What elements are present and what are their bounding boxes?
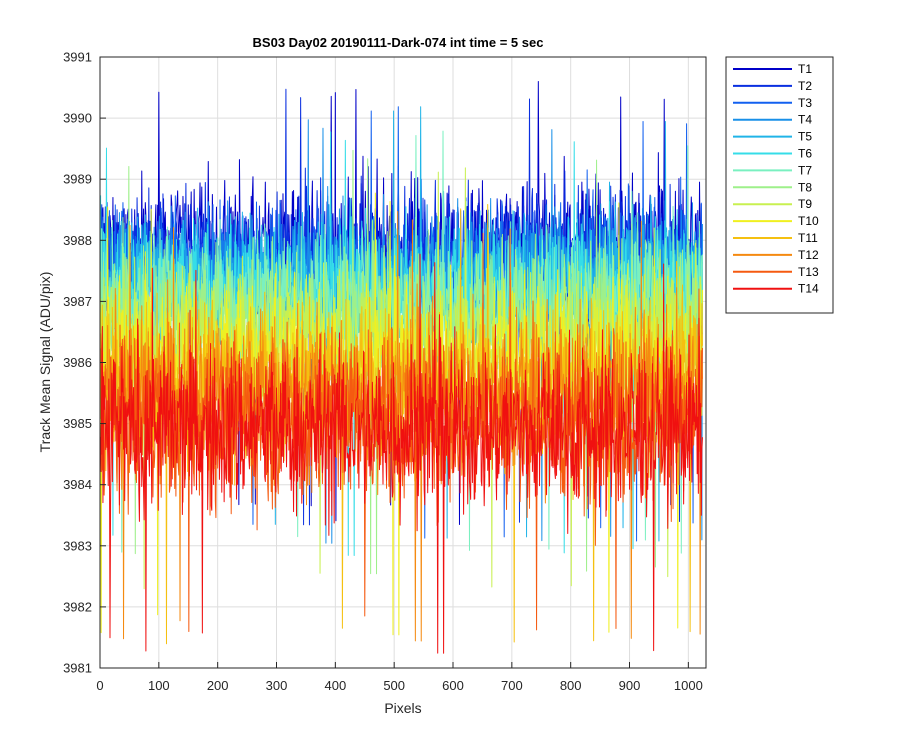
legend-item-t12: T12 [733, 248, 819, 262]
legend-label: T4 [798, 113, 812, 127]
legend-item-t10: T10 [733, 214, 819, 228]
y-tick-label: 3991 [63, 50, 92, 65]
x-tick-label: 100 [148, 678, 170, 693]
legend-label: T12 [798, 248, 819, 262]
legend-item-t6: T6 [733, 147, 812, 161]
x-axis-title: Pixels [384, 700, 421, 716]
x-tick-label: 500 [383, 678, 405, 693]
legend-label: T14 [798, 282, 819, 296]
legend-item-t2: T2 [733, 79, 812, 93]
legend-item-t13: T13 [733, 265, 819, 279]
series-lines [100, 81, 703, 654]
legend-label: T2 [798, 79, 812, 93]
legend-label: T5 [798, 130, 812, 144]
x-tick-label: 400 [324, 678, 346, 693]
legend-item-t14: T14 [733, 282, 819, 296]
x-tick-label: 600 [442, 678, 464, 693]
axis-ticks: 0 100 200 300 400 500 600 700 800 900 1000 3981 3982… [63, 50, 703, 694]
legend-item-t1: T1 [733, 62, 812, 76]
y-tick-label: 3984 [63, 477, 92, 492]
legend-label: T9 [798, 197, 812, 211]
legend-label: T6 [798, 147, 812, 161]
legend-item-t11: T11 [733, 231, 818, 245]
legend-label: T7 [798, 163, 812, 177]
legend-label: T8 [798, 180, 812, 194]
x-tick-label: 900 [619, 678, 641, 693]
legend-item-t9: T9 [733, 197, 812, 211]
y-tick-label: 3990 [63, 111, 92, 126]
x-tick-label: 700 [501, 678, 523, 693]
y-axis-title: Track Mean Signal (ADU/pix) [37, 272, 53, 453]
y-tick-label: 3983 [63, 538, 92, 553]
x-tick-label: 1000 [674, 678, 703, 693]
legend-item-t5: T5 [733, 130, 812, 144]
x-tick-label: 0 [96, 678, 103, 693]
y-tick-label: 3986 [63, 355, 92, 370]
y-tick-label: 3987 [63, 294, 92, 309]
legend-item-t3: T3 [733, 96, 812, 110]
legend-box [725, 56, 834, 314]
chart-title: BS03 Day02 20190111-Dark-074 int time = … [253, 35, 544, 50]
y-tick-label: 3989 [63, 172, 92, 187]
legend-label: T13 [798, 265, 819, 279]
legend-label: T11 [798, 231, 818, 245]
y-tick-label: 3981 [63, 661, 92, 676]
legend-label: T1 [798, 62, 812, 76]
y-tick-label: 3985 [63, 416, 92, 431]
legend: T1 T2 T3 T4 T5 T6 T7 T8 T9 T10 T11 T12 T13 T14 [725, 56, 834, 314]
legend-label: T3 [798, 96, 812, 110]
y-tick-label: 3982 [63, 599, 92, 614]
legend-item-t7: T7 [733, 163, 812, 177]
x-tick-label: 800 [560, 678, 582, 693]
x-tick-label: 300 [266, 678, 288, 693]
legend-item-t4: T4 [733, 113, 812, 127]
legend-label: T10 [798, 214, 819, 228]
y-tick-label: 3988 [63, 233, 92, 248]
x-tick-label: 200 [207, 678, 229, 693]
series-line-t14 [100, 253, 703, 654]
legend-item-t8: T8 [733, 180, 812, 194]
